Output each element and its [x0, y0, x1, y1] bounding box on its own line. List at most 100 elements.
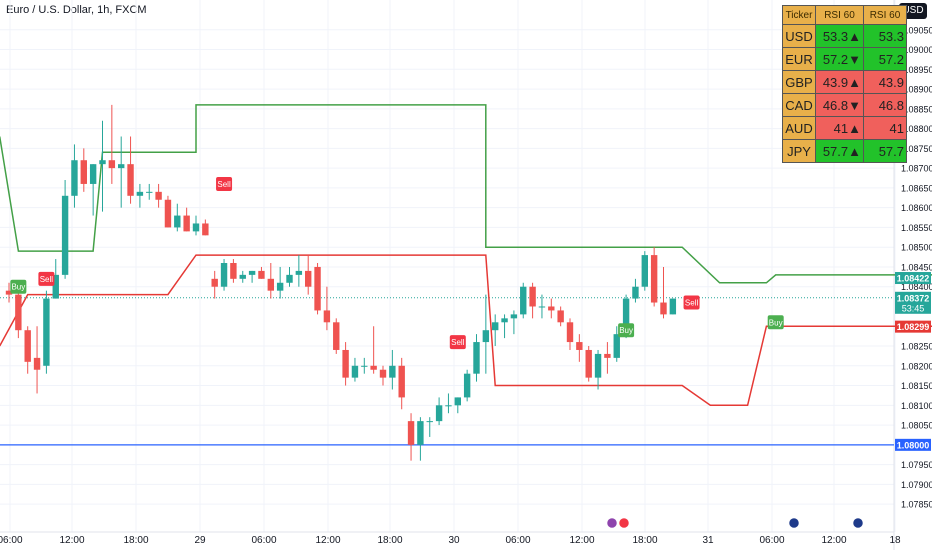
chart-title: Euro / U.S. Dollar, 1h, FXCM	[6, 4, 147, 16]
candle-body-39	[370, 365, 377, 370]
candle-body-34	[323, 310, 331, 323]
rsi-value-cell: 57.2▼	[815, 47, 864, 71]
ticker-cell: GBP	[782, 70, 816, 94]
candle-body-63	[594, 353, 602, 378]
ticker-cell: EUR	[782, 47, 816, 71]
candle-body-38	[361, 365, 368, 367]
y-tick-label-0: 1.09050	[901, 25, 932, 35]
rsi-value-cell: 41▲	[815, 116, 864, 140]
y-tick-label-16: 1.08150	[901, 381, 932, 391]
candle-body-15	[146, 191, 153, 193]
candle-body-19	[183, 215, 190, 232]
sell-signal-label-1: Sell	[217, 180, 231, 189]
sell-signal-label-3: Sell	[685, 299, 699, 308]
candle-body-52	[492, 322, 499, 331]
x-tick-label-5: 12:00	[315, 535, 340, 546]
price-label-bg-3	[895, 438, 931, 451]
candle-body-10	[99, 160, 106, 165]
candle-body-46	[435, 405, 443, 422]
event-icon-2	[787, 516, 801, 530]
candle-body-31	[295, 270, 303, 275]
x-tick-label-9: 12:00	[569, 535, 594, 546]
candle-body-11	[108, 160, 116, 169]
candle-body-23	[220, 263, 228, 287]
candle-body-50	[473, 342, 480, 374]
candle-body-51	[482, 330, 490, 343]
candle-body-25	[239, 274, 246, 279]
candle-body-26	[248, 270, 256, 275]
candle-body-4	[43, 298, 50, 366]
header-rsi-60-b: RSI 60	[863, 5, 907, 25]
candle-body-7	[71, 160, 78, 196]
candle-body-9	[89, 164, 97, 184]
sell-signal-bg-3	[683, 295, 700, 310]
candle-body-35	[333, 322, 340, 350]
candle-body-29	[276, 282, 284, 291]
x-tick-label-8: 06:00	[505, 535, 530, 546]
candle-body-64	[604, 353, 611, 358]
candle-body-0	[5, 290, 13, 295]
ticker-cell: AUD	[782, 116, 816, 140]
x-tick-label-0: 06:00	[0, 535, 23, 546]
price-label-1: 1.08372	[897, 293, 930, 303]
candle-body-33	[314, 266, 321, 311]
ticker-cell: CAD	[782, 93, 816, 117]
candle-body-44	[417, 421, 424, 445]
rsi-row-aud: AUD 41▲ 41	[782, 116, 907, 140]
lower-band-line	[0, 254, 932, 407]
candle-body-60	[566, 322, 574, 343]
candle-body-43	[407, 421, 415, 445]
y-tick-label-13: 1.08400	[901, 282, 932, 292]
ticker-cell: JPY	[782, 139, 816, 163]
x-tick-label-3: 29	[194, 535, 206, 546]
event-icon-1	[617, 516, 631, 530]
x-tick-label-4: 06:00	[251, 535, 276, 546]
rsi-table: Ticker RSI 60 RSI 60 USD 53.3▲ 53.3 EUR 57.2…	[782, 5, 907, 163]
candle-body-14	[136, 191, 144, 196]
candle-body-40	[379, 369, 387, 378]
y-tick-label-21: 1.07850	[901, 500, 932, 510]
rsi-row-jpy: JPY 57.7▲ 57.7	[782, 139, 907, 163]
y-tick-label-19: 1.07950	[901, 460, 932, 470]
rsi-row-gbp: GBP 43.9▲ 43.9	[782, 70, 907, 94]
buy-signal-label-2: Buy	[769, 318, 783, 327]
candle-body-67	[632, 286, 639, 299]
candle-body-30	[286, 274, 293, 283]
header-rsi-60: RSI 60	[815, 5, 864, 25]
candle-body-55	[520, 286, 527, 315]
candle-body-17	[164, 199, 172, 228]
y-tick-label-5: 1.08800	[901, 124, 932, 134]
sell-signal-label-0: Sell	[40, 275, 54, 284]
y-tick-label-18: 1.08050	[901, 421, 932, 431]
y-tick-label-15: 1.08200	[901, 361, 932, 371]
candle-body-18	[174, 215, 181, 228]
x-tick-label-14: 18	[889, 535, 901, 546]
candle-body-27	[258, 270, 265, 279]
candle-body-1	[15, 294, 22, 331]
sell-signal-bg-2	[449, 335, 466, 350]
candle-body-57	[538, 306, 546, 308]
buy-signal-bg-0	[10, 279, 27, 294]
rsi-value-cell: 43.9▲	[815, 70, 864, 94]
candle-body-36	[342, 349, 349, 378]
y-tick-label-11: 1.08500	[901, 243, 932, 253]
rsi-value-cell-2: 46.8	[863, 93, 907, 117]
candle-body-53	[501, 318, 508, 323]
y-tick-label-17: 1.08100	[901, 401, 932, 411]
candle-body-54	[510, 314, 518, 319]
candle-body-56	[529, 286, 536, 307]
candle-body-32	[305, 270, 312, 287]
ticker-cell: USD	[782, 24, 816, 48]
x-tick-label-11: 31	[702, 535, 714, 546]
y-tick-label-2: 1.08950	[901, 65, 932, 75]
y-tick-label-6: 1.08750	[901, 144, 932, 154]
rsi-row-eur: EUR 57.2▼ 57.2	[782, 47, 907, 71]
candle-body-62	[585, 349, 592, 378]
price-label-3: 1.08000	[897, 440, 930, 450]
candle-body-8	[80, 160, 87, 184]
rsi-value-cell-2: 41	[863, 116, 907, 140]
price-label-2: 1.08299	[897, 322, 930, 332]
y-tick-label-4: 1.08850	[901, 104, 932, 114]
rsi-value-cell: 46.8▼	[815, 93, 864, 117]
